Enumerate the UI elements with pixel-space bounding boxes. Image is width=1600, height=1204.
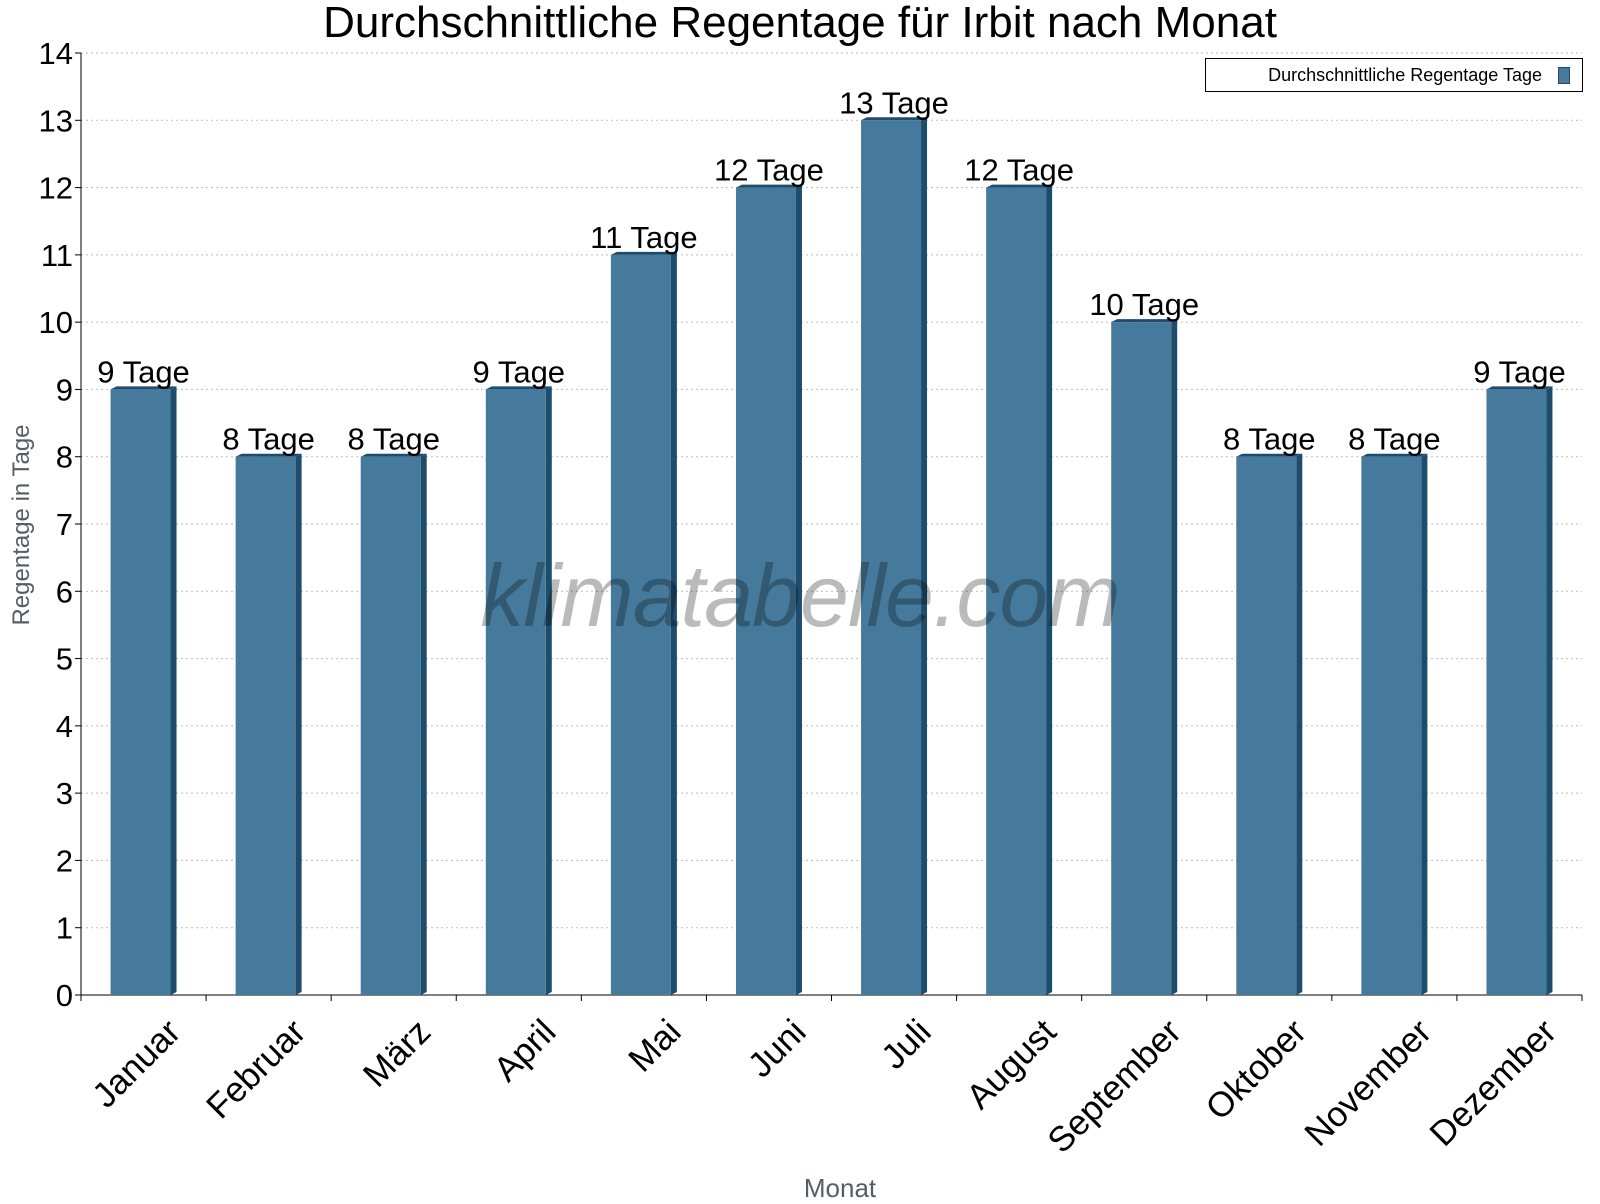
y-tick-label: 1 [56,911,73,946]
bar-side [1171,319,1178,996]
data-label: 9 Tage [97,354,190,389]
data-label: 8 Tage [1223,422,1316,457]
y-tick-label: 7 [56,507,73,542]
bar-top [110,386,177,390]
bar-side [795,184,802,996]
bar [360,456,421,995]
y-tick-label: 2 [56,843,73,878]
bar [1111,322,1172,996]
x-tick-label: August [959,1012,1064,1117]
x-tick-label: Oktober [1198,1012,1314,1128]
bar-top [360,453,427,457]
y-tick-label: 11 [41,238,73,273]
bar-side [295,453,302,995]
bar [1486,389,1547,995]
bar-side [1421,453,1428,995]
data-label: 9 Tage [1473,354,1566,389]
x-tick-label: Mai [621,1012,688,1079]
x-tick-label: Januar [85,1012,188,1115]
y-axis-title: Regentage in Tage [8,424,35,626]
bar-side [545,386,552,995]
y-tick-label: 4 [56,709,73,744]
bar-top [1236,453,1303,457]
x-axis-title: Monat [803,1173,877,1203]
legend: Durchschnittliche Regentage Tage [1205,58,1583,92]
watermark: klimatabelle.com [480,546,1120,645]
bar-top [235,453,302,457]
data-label: 11 Tage [590,220,697,255]
x-tick-label: Dezember [1422,1012,1564,1154]
x-tick-label: Juli [874,1012,939,1077]
data-label: 9 Tage [473,354,566,389]
bar-top [610,251,677,255]
bar [235,456,296,995]
bar-side [420,453,427,995]
bar [610,254,671,995]
bar-side [1546,386,1553,995]
data-label: 12 Tage [714,153,824,188]
x-tick-label: März [356,1012,439,1095]
y-tick-label: 3 [56,776,73,811]
data-label: 8 Tage [1348,422,1441,457]
chart-title: Durchschnittliche Regentage für Irbit na… [323,0,1277,47]
data-label: 13 Tage [839,85,949,120]
x-tick-label: Februar [199,1012,313,1126]
bar-top [735,184,802,188]
data-label: 8 Tage [222,422,315,457]
bar [1361,456,1422,995]
x-tick-label: April [486,1012,563,1089]
data-label: 8 Tage [347,422,440,457]
data-label: 12 Tage [964,153,1074,188]
y-tick-label: 5 [56,642,73,677]
bar [735,187,796,996]
y-tick-label: 10 [39,305,73,340]
bar [485,389,546,995]
y-tick-label: 0 [56,978,73,1013]
x-tick-label: September [1040,1012,1189,1161]
bar [986,187,1047,996]
y-tick-label: 9 [56,372,73,407]
data-label: 10 Tage [1089,287,1199,322]
bar-side [921,117,928,996]
y-tick-label: 14 [39,36,73,71]
bar-top [861,117,928,121]
x-tick-label: Juni [741,1012,814,1085]
bar-top [1486,386,1553,390]
bar [1236,456,1297,995]
legend-swatch [1558,67,1570,84]
bar [861,120,922,996]
bar-top [485,386,552,390]
bar-top [986,184,1053,188]
bar-side [170,386,177,995]
x-tick-label: November [1297,1012,1439,1154]
y-tick-label: 8 [56,440,73,475]
bar-side [1296,453,1303,995]
bar-top [1111,319,1178,323]
bar-side [1046,184,1053,996]
y-tick-label: 12 [39,171,73,206]
bar [110,389,171,995]
y-tick-label: 6 [56,574,73,609]
y-tick-label: 13 [39,103,73,138]
legend-label: Durchschnittliche Regentage Tage [1268,65,1542,85]
bar-top [1361,453,1428,457]
bar-side [670,251,677,995]
